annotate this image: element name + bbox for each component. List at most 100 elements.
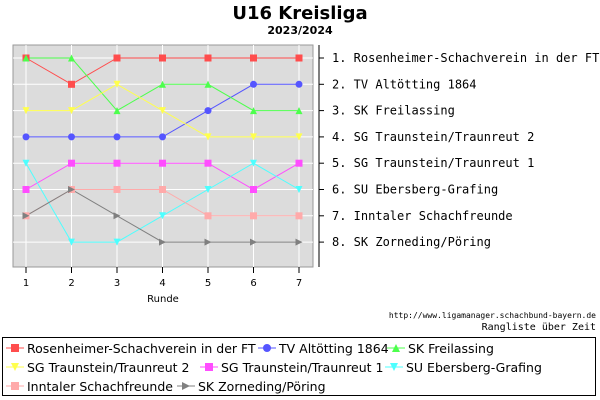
data-point: [113, 80, 121, 88]
data-point: [250, 133, 257, 141]
legend-item: Inntaler Schachfreunde: [6, 377, 173, 395]
data-point: [295, 107, 303, 115]
x-tick-label: 3: [114, 278, 120, 289]
rank-label: 1. Rosenheimer-Schachverein in der FT: [332, 51, 599, 65]
data-point: [68, 133, 75, 141]
data-point: [22, 186, 30, 193]
legend-item: Rosenheimer-Schachverein in der FT: [6, 339, 256, 357]
data-point: [68, 107, 75, 115]
data-point: [22, 107, 30, 115]
legend-swatch: [385, 363, 403, 371]
legend-label: SG Traunstein/Traunreut 1: [221, 359, 384, 375]
x-axis-label: Runde: [147, 294, 179, 305]
chart-subtitle: 2023/2024: [267, 24, 333, 37]
data-point: [68, 238, 75, 246]
legend-swatch: [6, 344, 24, 352]
rank-label: 6. SU Ebersberg-Grafing: [332, 183, 498, 197]
data-point: [250, 238, 257, 246]
data-point: [113, 186, 121, 193]
data-point: [250, 54, 257, 62]
data-point: [22, 159, 30, 167]
data-point: [159, 80, 166, 88]
data-point: [159, 107, 166, 115]
data-point: [295, 133, 303, 141]
legend-item: SG Traunstein/Traunreut 2: [6, 358, 190, 376]
data-point: [204, 80, 212, 88]
data-point: [295, 186, 303, 193]
legend-item: SK Zorneding/Pöring: [177, 377, 326, 395]
data-point: [204, 107, 212, 115]
legend-swatch: [6, 363, 24, 371]
data-point: [68, 186, 75, 193]
legend-item: SU Ebersberg-Grafing: [385, 358, 542, 376]
data-point: [204, 159, 212, 167]
data-point: [22, 54, 30, 62]
legend-item: SG Traunstein/Traunreut 1: [200, 358, 384, 376]
legend-swatch-marker: [11, 344, 19, 352]
legend-item: SK Freilassing: [387, 339, 494, 357]
legend-swatch: [6, 382, 24, 390]
data-point: [113, 107, 121, 115]
legend-swatch: [258, 344, 276, 352]
rank-label: 2. TV Altötting 1864: [332, 77, 477, 91]
x-tick-label: 1: [23, 278, 29, 289]
data-point: [159, 186, 166, 193]
data-point: [250, 159, 257, 167]
legend-swatch: [200, 363, 218, 371]
data-point: [113, 238, 121, 246]
legend-label: TV Altötting 1864: [279, 340, 389, 356]
data-point: [204, 133, 212, 141]
legend-label: Inntaler Schachfreunde: [27, 378, 173, 394]
data-point: [22, 133, 30, 141]
x-tick-label: 6: [250, 278, 256, 289]
rank-chart: 1. Rosenheimer-Schachverein in der FT 2. …: [12, 44, 599, 305]
x-tick-label: 7: [296, 278, 302, 289]
rank-label: 4. SG Traunstein/Traunreut 2: [332, 130, 534, 144]
right-ticks: 1. Rosenheimer-Schachverein in der FT 2. …: [319, 51, 599, 249]
legend-item: TV Altötting 1864: [258, 339, 389, 357]
legend-swatch-marker: [182, 382, 190, 390]
data-point: [204, 54, 212, 62]
chart-title: U16 Kreisliga: [232, 3, 368, 24]
data-point: [204, 238, 212, 246]
legend: Rosenheimer-Schachverein in der FT TV Alt…: [2, 337, 596, 396]
legend-swatch: [177, 382, 195, 390]
legend-swatch-marker: [263, 344, 271, 352]
data-point: [113, 133, 121, 141]
rank-label: 3. SK Freilassing: [332, 104, 455, 118]
legend-swatch-marker: [11, 382, 19, 390]
legend-swatch-marker: [392, 344, 400, 352]
data-point: [113, 54, 121, 62]
x-tick-label: 4: [159, 278, 165, 289]
legend-label: SG Traunstein/Traunreut 2: [27, 359, 190, 375]
legend-swatch-marker: [11, 363, 19, 371]
rank-label: 8. SK Zorneding/Pöring: [332, 235, 491, 249]
x-tick-label: 5: [205, 278, 211, 289]
data-point: [250, 186, 257, 193]
data-point: [113, 212, 121, 220]
x-ticks: 1 2 3 4 5 6 7: [23, 267, 302, 289]
data-point: [295, 54, 303, 62]
chart-note: Rangliste über Zeit: [481, 322, 596, 333]
data-point: [68, 80, 75, 88]
data-point: [295, 159, 303, 167]
rank-label: 5. SG Traunstein/Traunreut 1: [332, 156, 534, 170]
data-point: [22, 212, 30, 220]
data-point: [159, 212, 166, 220]
data-point: [113, 159, 121, 167]
source-url: http://www.ligamanager.schachbund-bayern…: [388, 311, 596, 320]
data-point: [295, 80, 303, 88]
data-point: [250, 212, 257, 220]
data-point: [159, 133, 166, 141]
series-markers: [22, 54, 303, 246]
data-point: [250, 107, 257, 115]
data-point: [68, 54, 75, 62]
data-point: [159, 159, 166, 167]
data-point: [250, 80, 257, 88]
legend-label: SU Ebersberg-Grafing: [406, 359, 542, 375]
data-point: [295, 238, 303, 246]
data-point: [159, 238, 166, 246]
legend-label: SK Freilassing: [408, 340, 494, 356]
data-point: [68, 159, 75, 167]
data-point: [204, 212, 212, 220]
